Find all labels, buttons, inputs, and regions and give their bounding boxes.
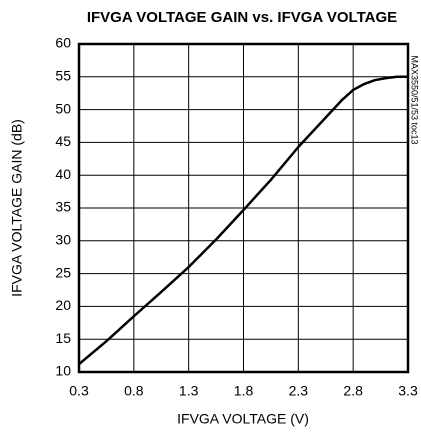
y-tick-label: 35	[55, 199, 71, 215]
x-tick-label: 2.3	[289, 383, 309, 399]
y-tick-label: 20	[55, 297, 71, 313]
y-tick-label: 60	[55, 35, 71, 51]
y-tick-label: 15	[55, 330, 71, 346]
y-tick-label: 55	[55, 68, 71, 84]
y-tick-label: 10	[55, 363, 71, 379]
x-tick-label: 0.3	[69, 383, 89, 399]
x-tick-label: 2.8	[343, 383, 363, 399]
y-tick-label: 25	[55, 264, 71, 280]
x-tick-label: 3.3	[398, 383, 418, 399]
x-axis-label: IFVGA VOLTAGE (V)	[177, 411, 309, 427]
plot-frame	[77, 42, 410, 374]
chart-title: IFVGA VOLTAGE GAIN vs. IFVGA VOLTAGE	[87, 9, 397, 26]
x-tick-label: 0.8	[124, 383, 144, 399]
annotation: MAX3550/51/53 toc13	[410, 55, 420, 144]
y-tick-label: 45	[55, 133, 71, 149]
x-tick-label: 1.8	[234, 383, 254, 399]
data-line	[78, 75, 408, 366]
y-tick-label: 30	[55, 232, 71, 248]
y-axis-label: IFVGA VOLTAGE GAIN (dB)	[9, 119, 25, 297]
x-tick-label: 1.3	[179, 383, 199, 399]
y-tick-label: 40	[55, 166, 71, 182]
y-tick-label: 50	[55, 100, 71, 116]
